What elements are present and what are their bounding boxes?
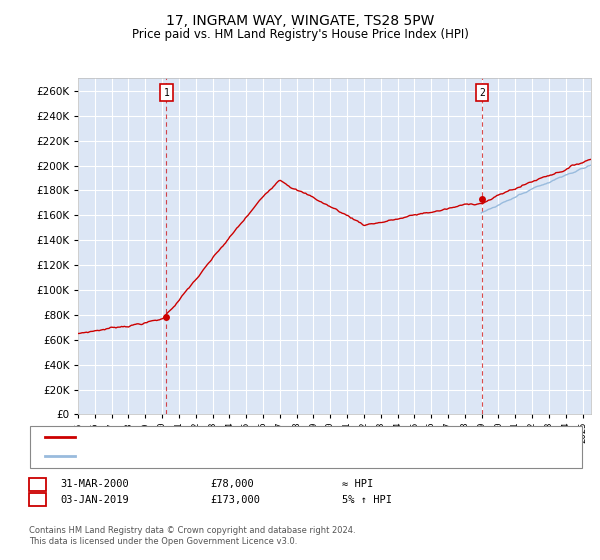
Text: 31-MAR-2000: 31-MAR-2000 xyxy=(60,479,129,489)
Text: 2: 2 xyxy=(479,87,485,97)
Text: 03-JAN-2019: 03-JAN-2019 xyxy=(60,494,129,505)
Text: 1: 1 xyxy=(163,87,169,97)
Text: £173,000: £173,000 xyxy=(210,494,260,505)
Text: 2: 2 xyxy=(34,494,40,505)
Text: 1: 1 xyxy=(34,479,40,489)
Text: Contains HM Land Registry data © Crown copyright and database right 2024.
This d: Contains HM Land Registry data © Crown c… xyxy=(29,526,355,546)
Text: HPI: Average price, detached house, County Durham: HPI: Average price, detached house, Coun… xyxy=(78,451,336,461)
Text: £78,000: £78,000 xyxy=(210,479,254,489)
Text: ≈ HPI: ≈ HPI xyxy=(342,479,373,489)
Text: Price paid vs. HM Land Registry's House Price Index (HPI): Price paid vs. HM Land Registry's House … xyxy=(131,28,469,41)
Text: 17, INGRAM WAY, WINGATE, TS28 5PW (detached house): 17, INGRAM WAY, WINGATE, TS28 5PW (detac… xyxy=(78,432,356,442)
Text: 5% ↑ HPI: 5% ↑ HPI xyxy=(342,494,392,505)
Text: 17, INGRAM WAY, WINGATE, TS28 5PW: 17, INGRAM WAY, WINGATE, TS28 5PW xyxy=(166,14,434,28)
